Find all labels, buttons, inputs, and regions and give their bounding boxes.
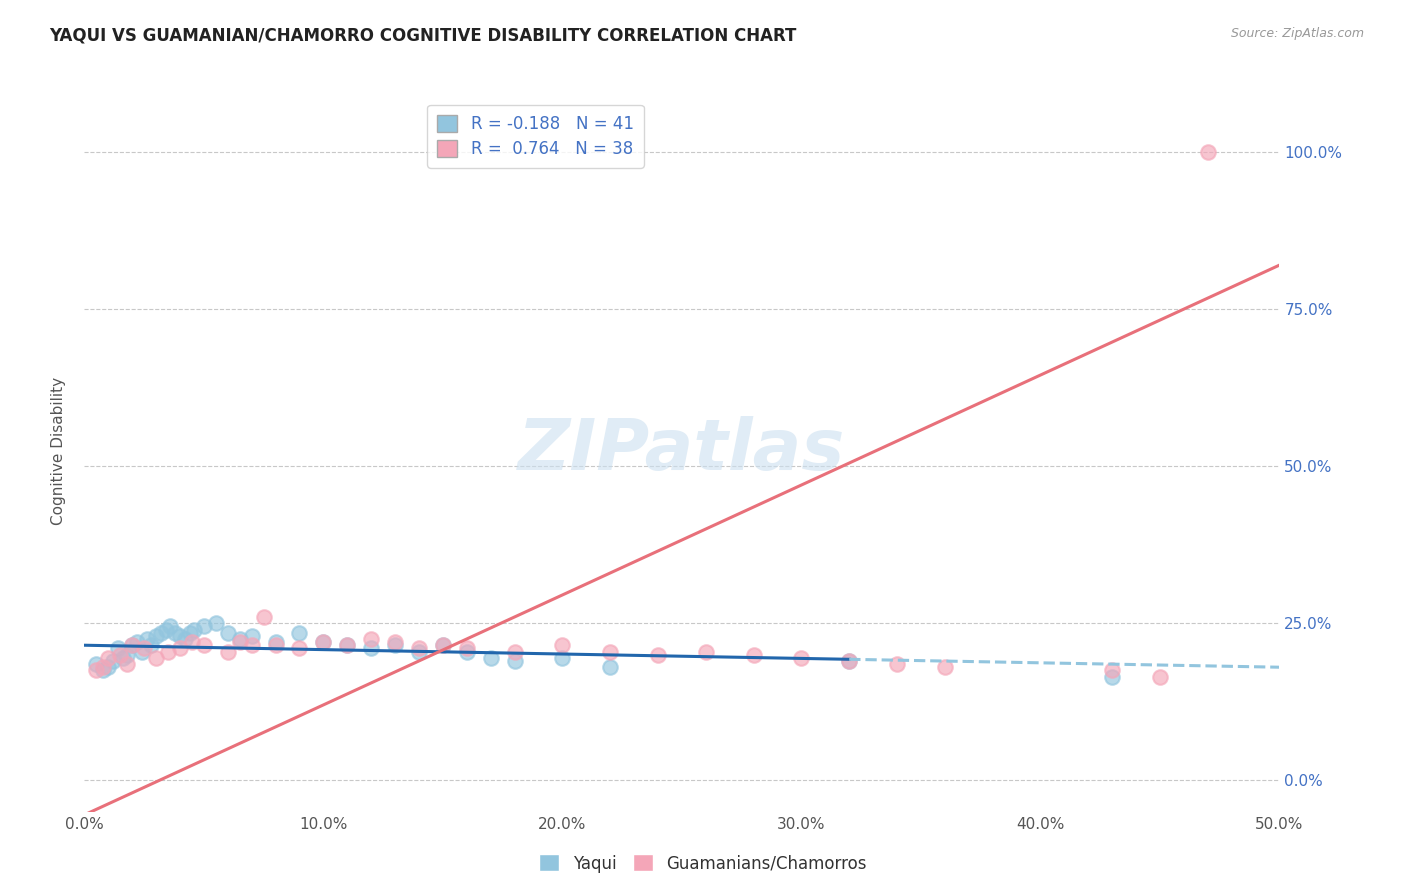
Point [742,648,765,662]
Point [240,638,263,652]
Point [86,664,108,678]
Point [264,635,287,649]
Point [1149,670,1171,684]
Point [145,650,167,665]
Point [408,641,430,656]
Point [384,635,406,649]
Point [193,619,215,633]
Point [551,650,574,665]
Point [240,629,263,643]
Point [384,638,406,652]
Point [312,635,335,649]
Point [229,635,252,649]
Point [93,664,115,678]
Point [838,654,860,668]
Point [217,625,239,640]
Point [117,648,139,662]
Point [360,641,382,656]
Legend: Yaqui, Guamanians/Chamorros: Yaqui, Guamanians/Chamorros [533,847,873,880]
Point [288,625,311,640]
Point [790,650,813,665]
Point [432,638,454,652]
Point [408,644,430,658]
Point [149,625,172,640]
Point [86,657,108,671]
Point [288,641,311,656]
Point [647,648,669,662]
Point [169,641,191,656]
Point [173,632,195,646]
Point [181,635,204,649]
Point [205,616,228,631]
Point [479,650,502,665]
Point [1197,145,1219,159]
Text: Source: ZipAtlas.com: Source: ZipAtlas.com [1230,27,1364,40]
Point [336,638,359,652]
Legend: R = -0.188   N = 41, R =  0.764   N = 38: R = -0.188 N = 41, R = 0.764 N = 38 [427,104,644,168]
Point [229,632,252,646]
Point [179,625,201,640]
Point [110,648,132,662]
Point [838,654,860,668]
Text: YAQUI VS GUAMANIAN/CHAMORRO COGNITIVE DISABILITY CORRELATION CHART: YAQUI VS GUAMANIAN/CHAMORRO COGNITIVE DI… [49,27,797,45]
Point [503,654,526,668]
Point [121,638,143,652]
Point [132,641,156,656]
Point [107,641,129,656]
Point [456,641,478,656]
Point [117,657,139,671]
Point [360,632,382,646]
Point [93,660,115,674]
Point [193,638,215,652]
Point [169,629,191,643]
Point [155,623,177,637]
Point [183,623,205,637]
Point [97,660,120,674]
Y-axis label: Cognitive Disability: Cognitive Disability [51,376,66,524]
Point [157,644,180,658]
Point [503,644,526,658]
Point [131,644,153,658]
Point [599,660,621,674]
Point [253,610,276,624]
Point [145,629,167,643]
Text: ZIPatlas: ZIPatlas [519,416,845,485]
Point [165,625,187,640]
Point [1101,670,1123,684]
Point [336,638,359,652]
Point [264,638,287,652]
Point [599,644,621,658]
Point [111,650,134,665]
Point [456,644,478,658]
Point [121,638,143,652]
Point [312,635,335,649]
Point [1101,664,1123,678]
Point [551,638,574,652]
Point [217,644,239,658]
Point [159,619,181,633]
Point [695,644,717,658]
Point [97,650,120,665]
Point [141,638,163,652]
Point [432,638,454,652]
Point [101,654,124,668]
Point [886,657,908,671]
Point [125,635,148,649]
Point [135,632,157,646]
Point [934,660,956,674]
